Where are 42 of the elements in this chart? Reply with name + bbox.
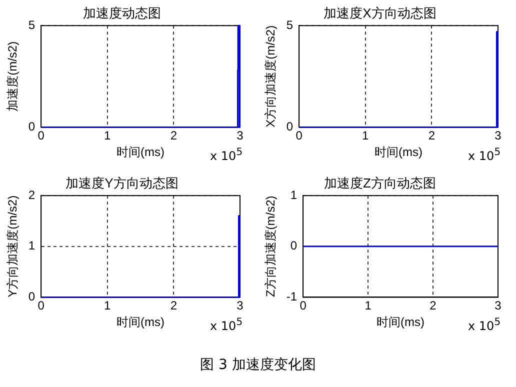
y-tick-label: 1 (290, 188, 298, 202)
x-tick-label: 1 (104, 298, 112, 313)
text: x 10$^{5}$ (468, 147, 501, 164)
x-axis-title: 时间(ms) (376, 315, 425, 330)
x-tick-label: 3 (494, 298, 502, 313)
x-tick-label: 3 (236, 128, 244, 143)
x-tick-label: 2 (170, 298, 178, 313)
y-tick-label: 2 (28, 188, 36, 202)
y-tick-label: 0 (286, 120, 294, 134)
x-axis-title: 时间(ms) (374, 145, 423, 160)
text: x 10$^{5}$ (210, 317, 243, 334)
chart-title: 加速度Y方向动态图 (66, 175, 178, 190)
x-tick-label: 0 (38, 298, 45, 313)
chart-title: 加速度Z方向动态图 (324, 175, 436, 190)
chart-title: 加速度动态图 (83, 5, 161, 20)
x-axis-title: 时间(ms) (116, 145, 165, 160)
x-axis-title: 时间(ms) (116, 315, 165, 330)
chart-title: 加速度X方向动态图 (324, 5, 436, 20)
text: x 10$^{5}$ (468, 317, 501, 334)
x-tick-label: 2 (430, 298, 437, 313)
y-tick-label: 0 (28, 290, 36, 304)
y-tick-label: 0 (290, 238, 298, 253)
y-axis-title: Z方向加速度(m/s2) (264, 196, 278, 298)
y-axis-title: 加速度(m/s2) (6, 41, 20, 112)
x-tick-label: 3 (236, 298, 244, 313)
x-tick-label: 1 (104, 128, 112, 143)
x-tick-label: 0 (38, 128, 45, 143)
y-tick-label: 5 (28, 18, 36, 32)
x-tick-label: 1 (362, 128, 370, 143)
y-tick-label: 1 (28, 238, 36, 253)
x-tick-label: 0 (300, 298, 307, 313)
text: x 10$^{5}$ (210, 147, 243, 164)
x-tick-label: 2 (428, 128, 436, 143)
y-tick-label: -1 (286, 290, 298, 304)
y-tick-label: 5 (286, 18, 294, 32)
x-tick-label: 3 (494, 128, 502, 143)
y-axis-title: X方向加速度(m/s2) (264, 25, 278, 128)
x-tick-label: 2 (170, 128, 178, 143)
y-axis-title: Y方向加速度(m/s2) (6, 195, 20, 298)
y-tick-label: 0 (28, 120, 36, 134)
caption: 图 3 加速度变化图 (199, 356, 317, 374)
x-tick-label: 1 (364, 298, 372, 313)
